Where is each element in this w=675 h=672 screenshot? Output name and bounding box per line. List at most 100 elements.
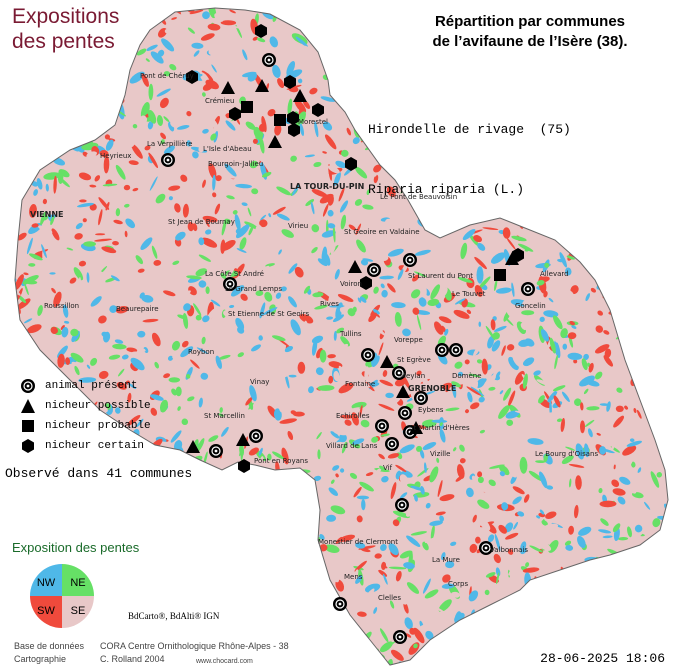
exposition-title: Exposition des pentes xyxy=(12,540,140,555)
place-label: St Marcellin xyxy=(204,412,245,420)
place-label: Roybon xyxy=(188,348,215,356)
place-label: Allevard xyxy=(540,270,569,278)
present-marker xyxy=(435,343,449,357)
place-label: Roussillon xyxy=(44,302,80,310)
possible-marker xyxy=(380,355,394,368)
place-label: La Côte St André xyxy=(205,270,264,278)
place-label: St Egrève xyxy=(397,356,431,364)
place-label: Bourgoin-Jallieu xyxy=(208,160,264,168)
place-label: St Jean de Bournay xyxy=(168,218,235,226)
hexagon-icon xyxy=(22,439,34,453)
compass-label-ne: NE xyxy=(70,577,85,589)
place-label: Fontaine xyxy=(345,380,376,388)
exposition-compass: NW NE SW SE xyxy=(30,564,94,628)
present-marker xyxy=(367,263,381,277)
square-icon xyxy=(22,420,34,432)
credit-label-cartography: Cartographie xyxy=(14,654,67,664)
compass-label-se: SE xyxy=(71,605,86,617)
place-label: Le Touvet xyxy=(452,290,486,298)
legend-label-probable: nicheur probable xyxy=(45,420,151,432)
present-marker xyxy=(398,406,412,420)
place-label: Heyrieux xyxy=(100,152,132,160)
repartition-title: Répartition par communes de l’avifaune d… xyxy=(395,12,665,52)
legend-item-present: animal présent xyxy=(20,376,151,396)
credits-labels: Base de données Cartographie xyxy=(14,640,84,666)
present-marker xyxy=(403,253,417,267)
place-label: Vif xyxy=(383,464,393,472)
present-marker xyxy=(249,429,263,443)
certain-marker xyxy=(288,123,300,137)
present-marker xyxy=(449,343,463,357)
repartition-line-2: de l’avifaune de l’Isère (38). xyxy=(432,33,628,50)
credit-website: www.chocard.com xyxy=(196,658,253,665)
place-label: Le Pont de Beauvoisin xyxy=(380,193,458,201)
place-label: Mens xyxy=(344,573,363,581)
place-label: Corps xyxy=(448,580,469,588)
place-label: La Verpillière xyxy=(147,140,193,148)
possible-marker xyxy=(348,260,362,273)
place-label: St Etienne de St Geoirs xyxy=(228,310,310,318)
place-label: Virieu xyxy=(288,222,309,230)
place-label: Voiron xyxy=(340,280,362,288)
species-latin-name: Riparia riparia (L.) xyxy=(368,182,525,197)
place-label: Eybens xyxy=(418,406,444,414)
present-marker xyxy=(395,498,409,512)
possible-marker xyxy=(293,89,307,102)
legend-item-possible: nicheur possible xyxy=(20,396,151,416)
legend-label-present: animal présent xyxy=(45,380,138,392)
certain-marker xyxy=(360,276,372,290)
place-label: Villard de Lans xyxy=(326,442,378,450)
map-source: BdCarto®, BdAlti® IGN xyxy=(128,611,220,621)
place-label: St Laurent du Pont xyxy=(408,272,474,280)
legend-label-certain: nicheur certain xyxy=(45,440,145,452)
place-label: LA TOUR-DU-PIN xyxy=(290,182,365,191)
present-marker xyxy=(361,348,375,362)
possible-marker xyxy=(255,79,269,92)
department-border xyxy=(14,7,669,666)
species-block: Hirondelle de rivage (75) Riparia ripari… xyxy=(368,80,571,220)
place-label: Clelles xyxy=(378,594,401,602)
probable-marker xyxy=(494,269,506,281)
generation-date: 28-06-2025 18:06 xyxy=(540,651,665,666)
credit-value-cartography: C. Rolland 2004 xyxy=(100,654,165,664)
place-label: Le Bourg d'Oisans xyxy=(535,450,599,458)
title-line-2: des pentes xyxy=(12,30,115,53)
compass-nw xyxy=(30,564,62,596)
present-marker xyxy=(209,444,223,458)
certain-marker xyxy=(287,111,299,125)
possible-marker xyxy=(186,440,200,453)
possible-marker xyxy=(268,135,282,148)
credit-value-database: CORA Centre Ornithologique Rhône-Alpes -… xyxy=(100,641,289,651)
place-label: Domène xyxy=(452,372,482,380)
certain-marker xyxy=(345,157,357,171)
present-marker xyxy=(414,391,428,405)
possible-marker xyxy=(396,385,410,398)
observation-markers xyxy=(161,24,535,644)
possible-marker xyxy=(221,81,235,94)
legend-item-probable: nicheur probable xyxy=(20,416,151,436)
present-marker xyxy=(333,597,347,611)
present-marker xyxy=(161,153,175,167)
possible-marker xyxy=(409,421,423,434)
place-label: Vinay xyxy=(250,378,270,386)
place-label: Rives xyxy=(320,300,339,308)
present-marker xyxy=(385,437,399,451)
circle-dot-icon xyxy=(21,379,35,393)
place-label: Vizille xyxy=(430,450,451,458)
title-line-1: Expositions xyxy=(12,5,120,28)
place-label: Voreppe xyxy=(394,336,423,344)
certain-marker xyxy=(284,75,296,89)
repartition-line-1: Répartition par communes xyxy=(434,13,626,30)
place-label: Le Grand Lemps xyxy=(225,285,282,293)
place-label: St Martin d'Hères xyxy=(409,424,470,432)
map-title: Expositions des pentes xyxy=(12,4,212,54)
species-common-name: Hirondelle de rivage (75) xyxy=(368,122,571,137)
legend-label-possible: nicheur possible xyxy=(45,400,151,412)
place-label: La Mure xyxy=(432,556,460,564)
compass-sw xyxy=(30,596,62,628)
place-label: Pont de Chéruy xyxy=(140,72,194,80)
present-marker xyxy=(392,366,406,380)
certain-marker xyxy=(186,70,198,84)
